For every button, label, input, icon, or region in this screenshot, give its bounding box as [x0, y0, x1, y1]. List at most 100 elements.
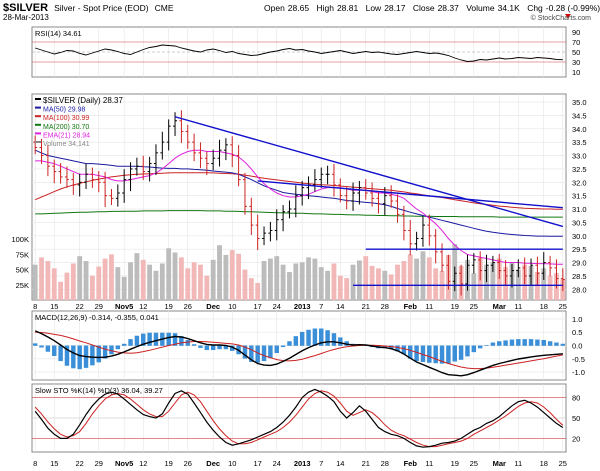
volume-bar	[185, 268, 191, 300]
price-x-tick: 11	[514, 302, 522, 311]
price-x-tick: 22	[76, 302, 84, 311]
price-x-tick: 17	[254, 302, 262, 311]
macd-histogram-bar	[509, 339, 515, 346]
price-y-tick: 30.5	[572, 218, 587, 227]
macd-signal-line	[35, 331, 563, 370]
macd-histogram-bar	[191, 344, 197, 346]
price-x-tick: 18	[540, 302, 548, 311]
stoch-x-tick: 12	[139, 459, 147, 468]
volume-bar	[414, 258, 420, 300]
macd-histogram-bar	[109, 345, 114, 355]
macd-histogram-bar	[204, 345, 210, 351]
macd-histogram-bar	[516, 339, 521, 346]
volume-bar	[534, 272, 540, 300]
macd-histogram-bar	[408, 345, 413, 359]
macd-histogram-bar	[71, 345, 76, 369]
macd-histogram-bar	[484, 345, 489, 346]
ma50-line	[35, 149, 563, 237]
stoch-x-tick: Nov5	[115, 459, 133, 468]
volume-bar	[178, 257, 184, 300]
volume-bar	[312, 258, 318, 300]
legend-label: MA(100) 30.99	[43, 115, 89, 122]
price-panel-frame	[31, 93, 567, 301]
stoch-x-tick: 15	[50, 459, 58, 468]
rsi-label: RSI(14) 34.61	[35, 29, 82, 38]
volume-bar	[102, 258, 108, 300]
stoch-x-tick: Feb	[404, 459, 418, 468]
volume-bar	[407, 254, 413, 300]
macd-histogram-bar	[338, 337, 343, 346]
macd-histogram-bar	[446, 345, 451, 364]
macd-histogram-bar	[331, 333, 337, 346]
volume-tick: 25K	[16, 281, 29, 290]
macd-histogram-bar	[325, 330, 330, 346]
volume-bar	[64, 272, 70, 300]
macd-histogram-bar	[102, 345, 108, 359]
price-y-tick: 34.0	[572, 125, 587, 134]
macd-histogram-bar	[166, 332, 171, 346]
macd-y-tick: -0.5	[572, 355, 585, 364]
macd-histogram-bar	[458, 345, 464, 360]
macd-histogram-bar	[255, 345, 260, 363]
price-x-tick: 15	[50, 302, 58, 311]
stoch-y-tick: 80	[572, 394, 580, 403]
volume-bar	[83, 261, 89, 300]
macd-histogram-bar	[96, 345, 101, 363]
stoch-x-tick: 19	[165, 459, 173, 468]
rsi-y-tick: 70	[572, 38, 580, 47]
trend-line	[174, 116, 564, 228]
volume-bar	[267, 258, 273, 300]
macd-histogram-bar	[535, 339, 540, 346]
macd-histogram-bar	[121, 343, 127, 346]
macd-histogram-bar	[249, 345, 254, 362]
rsi-y-tick: 30	[572, 58, 580, 67]
stoch-y-tick: 50	[572, 414, 580, 423]
stoch-x-tick: 18	[540, 459, 548, 468]
chart-date: 28-Mar-2013	[3, 13, 49, 22]
macd-histogram-bar	[39, 345, 44, 348]
macd-histogram-bar	[58, 345, 63, 362]
macd-histogram-bar	[465, 345, 470, 357]
volume-bar	[325, 270, 331, 300]
price-y-tick: 33.5	[572, 138, 587, 147]
macd-histogram-bar	[299, 331, 305, 346]
volume-bar	[153, 270, 159, 300]
macd-histogram-bar	[477, 345, 483, 349]
price-y-tick: 33.0	[572, 152, 587, 161]
macd-histogram-bar	[134, 335, 140, 346]
price-x-tick: 2013	[294, 302, 311, 311]
legend-label: EMA(21) 28.94	[43, 132, 90, 139]
macd-histogram-bar	[274, 345, 279, 354]
macd-label: MACD(12,26,9) -0.314, -0.355, 0.041	[35, 313, 159, 322]
rsi-y-tick: 50	[572, 48, 580, 57]
volume-bar	[420, 251, 426, 300]
price-y-tick: 35.0	[572, 98, 587, 107]
macd-histogram-bar	[198, 345, 203, 348]
macd-histogram-bar	[312, 328, 318, 346]
volume-bar	[236, 253, 242, 300]
volume-bar	[318, 267, 324, 300]
price-x-tick: 24	[273, 302, 281, 311]
macd-histogram-bar	[541, 339, 546, 346]
volume-bar	[484, 264, 489, 300]
price-x-tick: Feb	[404, 302, 418, 311]
volume-bar	[471, 273, 477, 300]
macd-histogram-bar	[147, 332, 152, 346]
macd-histogram-bar	[32, 343, 38, 346]
macd-histogram-bar	[503, 340, 508, 346]
stoch-label: Slow STO %K(14) %D(3) 36.04, 39.27	[35, 386, 163, 395]
volume-bar	[39, 257, 44, 300]
price-x-tick: 12	[139, 302, 147, 311]
volume-bar	[541, 268, 547, 300]
stoch-x-tick: 11	[514, 459, 522, 468]
price-y-tick: 34.5	[572, 111, 587, 120]
rsi-y-tick: 90	[572, 28, 580, 37]
macd-histogram-bar	[185, 339, 190, 346]
ma200-line	[35, 210, 563, 218]
macd-histogram-bar	[471, 345, 477, 353]
macd-histogram-bar	[141, 333, 146, 346]
volume-bar	[363, 256, 369, 300]
volume-bar	[401, 261, 407, 300]
price-y-tick: 29.0	[572, 259, 587, 268]
